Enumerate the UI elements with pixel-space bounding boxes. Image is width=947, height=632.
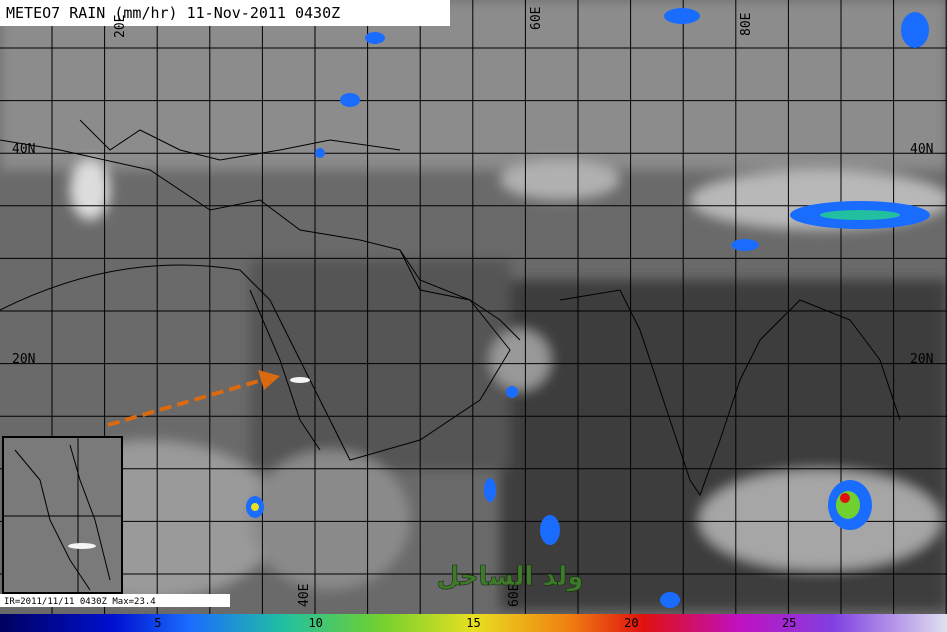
lon-label: 80E [739,13,754,36]
lat-label: 40N [12,142,35,157]
lon-labels: 20E 60E 80E 40E 60E [113,7,754,607]
title-box [0,0,450,26]
lat-label: 40N [910,142,933,157]
colorbar-ticks: 5 10 15 20 25 [154,616,796,630]
inset-footer: IR=2011/11/11 0430Z Max=23.4 [4,597,156,607]
colorbar [0,614,947,632]
watermark: ولد الساحل [437,562,584,592]
colorbar-tick-label: 15 [466,616,480,630]
lon-label: 60E [507,584,522,607]
colorbar-tick-label: 10 [308,616,322,630]
colorbar-tick-label: 25 [782,616,796,630]
lat-label: 20N [12,352,35,367]
lon-label: 20E [113,15,128,38]
lat-labels: 40N 40N 20N 20N [12,142,933,367]
rain-cells [246,8,930,608]
arrow [107,370,280,427]
lat-label: 20N [910,352,933,367]
colorbar-tick-label: 5 [154,616,161,630]
colorbar-tick-label: 20 [624,616,638,630]
title: METEO7 RAIN (mm/hr) 11-Nov-2011 0430Z [6,4,340,22]
lon-label: 40E [297,584,312,607]
footer-box [0,594,230,607]
lon-label: 60E [529,7,544,30]
inset [2,436,123,594]
coastlines [0,119,901,497]
